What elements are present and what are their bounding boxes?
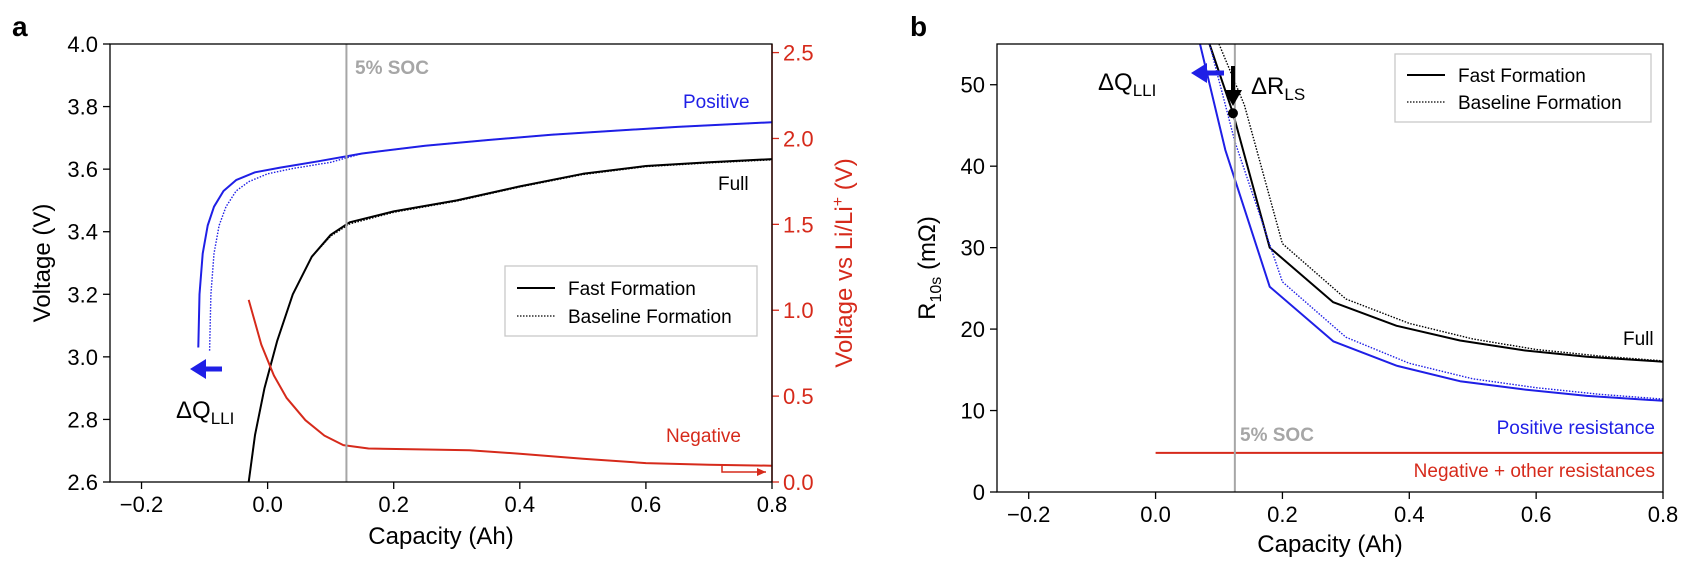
- x-tick-label: 0.6: [631, 492, 662, 517]
- y-tick-label: 3.0: [67, 345, 98, 370]
- legend-b-baseline-label: Baseline Formation: [1458, 93, 1622, 114]
- series-line: [248, 159, 773, 483]
- x-tick-label: 0.0: [1140, 502, 1171, 527]
- series-line: [1199, 43, 1664, 402]
- legend-b-fast-label: Fast Formation: [1458, 66, 1586, 87]
- panel-a-blue-arrow-icon: [190, 359, 222, 379]
- y-tick-label: 0: [973, 480, 985, 505]
- x-tick-label: 0.6: [1521, 502, 1552, 527]
- panel-a-legend: Fast Formation Baseline Formation: [504, 265, 758, 337]
- panel-b-frame: [996, 43, 1664, 493]
- panel-b-ticks: −0.2 0.0 0.2 0.4 0.6 0.8 0 10 20 30 40 50: [961, 73, 1679, 527]
- panel-a-red-arrow-icon: [721, 464, 766, 476]
- y-tick-label: 3.8: [67, 95, 98, 120]
- panel-a-negative-label: Negative: [666, 426, 741, 447]
- y-tick-label: 20: [961, 317, 985, 342]
- panel-b-dr-label: ΔRLS: [1251, 73, 1305, 104]
- panel-b-dq-label: ΔQLLI: [1098, 69, 1156, 100]
- panel-a-dq-label: ΔQLLI: [176, 397, 234, 428]
- series-line: [247, 299, 773, 467]
- y2-tick-label: 2.5: [783, 41, 814, 66]
- x-tick-label: 0.4: [505, 492, 536, 517]
- panel-a-full-label: Full: [718, 174, 749, 195]
- y2-tick-label: 0.5: [783, 384, 814, 409]
- y-tick-label: 2.8: [67, 407, 98, 432]
- x-tick-label: 0.8: [1648, 502, 1679, 527]
- panel-b-positive-label: Positive resistance: [1497, 418, 1655, 439]
- legend-fast-label: Fast Formation: [568, 279, 696, 300]
- panel-a-ticks: −0.2 0.0 0.2 0.4 0.6 0.8 2.6 2.8 3.0 3.2 3.4 3.6 3.8…: [67, 32, 813, 517]
- series-line: [1208, 43, 1664, 400]
- panel-b-soc-label: 5% SOC: [1240, 425, 1314, 446]
- x-tick-label: 0.4: [1394, 502, 1425, 527]
- panel-a-soc-label: 5% SOC: [355, 58, 429, 79]
- y-tick-label: 2.6: [67, 470, 98, 495]
- x-tick-label: 0.8: [757, 492, 788, 517]
- y-tick-label: 30: [961, 236, 985, 261]
- legend-baseline-label: Baseline Formation: [568, 307, 732, 328]
- x-tick-label: −0.2: [1007, 502, 1050, 527]
- y-tick-label: 4.0: [67, 32, 98, 57]
- panel-a-frame: [109, 43, 773, 483]
- y-tick-label: 3.2: [67, 282, 98, 307]
- y-tick-label: 40: [961, 154, 985, 179]
- series-line: [208, 121, 773, 351]
- y-tick-label: 10: [961, 399, 985, 424]
- y2-tick-label: 1.5: [783, 212, 814, 237]
- panel-b-negative-label: Negative + other resistances: [1414, 461, 1655, 482]
- y-tick-label: 3.6: [67, 157, 98, 182]
- panel-b-full-label: Full: [1623, 329, 1654, 350]
- x-tick-label: 0.0: [252, 492, 283, 517]
- panel-b-ylabel: R10s (mΩ): [914, 216, 945, 320]
- panel-b-marker-dot: [1227, 108, 1238, 119]
- panel-b-legend: Fast Formation Baseline Formation: [1394, 53, 1652, 123]
- y-tick-label: 50: [961, 73, 985, 98]
- panel-b-black-arrow-icon: [1224, 66, 1242, 106]
- panel-b-blue-arrow-icon: [1191, 63, 1224, 83]
- panel-a-y2label: Voltage vs Li/Li+ (V): [830, 158, 858, 367]
- panel-b-xlabel: Capacity (Ah): [1257, 531, 1402, 558]
- x-tick-label: −0.2: [120, 492, 163, 517]
- y2-tick-label: 1.0: [783, 298, 814, 323]
- y-tick-label: 3.4: [67, 220, 98, 245]
- panel-a-ylabel: Voltage (V): [29, 204, 56, 323]
- panel-b-label: b: [910, 11, 927, 42]
- panel-a-xlabel: Capacity (Ah): [368, 523, 513, 550]
- y2-tick-label: 2.0: [783, 126, 814, 151]
- panel-b-series: [1155, 43, 1664, 454]
- series-line: [1208, 43, 1664, 363]
- series-line: [1218, 43, 1664, 362]
- panel-a-series: [197, 121, 773, 483]
- y2-tick-label: 0.0: [783, 470, 814, 495]
- panel-a: a −0.2 0.0 0.2 0.4 0.6 0.8 2.6 2.8 3.0 3.2 3.4 3.6 3…: [12, 11, 858, 550]
- x-tick-label: 0.2: [378, 492, 409, 517]
- panel-a-label: a: [12, 11, 28, 42]
- x-tick-label: 0.2: [1267, 502, 1298, 527]
- panel-a-positive-label: Positive: [683, 92, 750, 113]
